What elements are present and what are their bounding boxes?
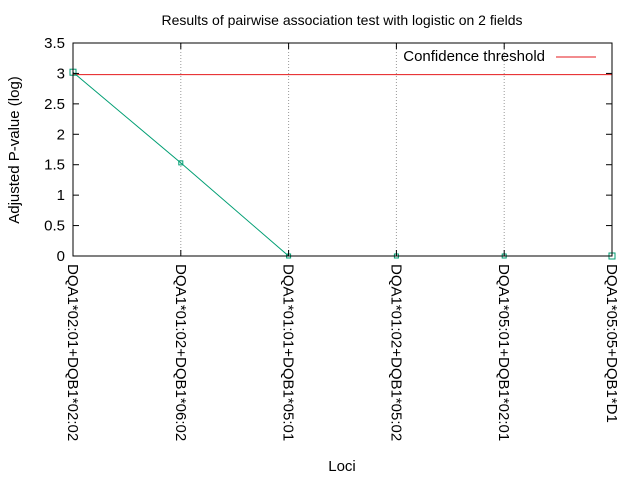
series-layer: [69, 68, 616, 260]
x-tick-label: DQA1*01:01+DQB1*05:01: [280, 264, 297, 441]
y-tick-label: 3: [57, 65, 65, 82]
x-tick-layer: DQA1*02:01+DQB1*02:02 DQA1*01:02+DQB1*06:…: [64, 43, 620, 441]
x-tick-label: DQA1*01:02+DQB1*06:02: [172, 264, 189, 441]
chart-title: Results of pairwise association test wit…: [161, 12, 522, 28]
data-point: [178, 160, 184, 166]
grid-layer: [180, 43, 505, 256]
x-tick-label: DQA1*01:02+DQB1*05:02: [387, 264, 404, 441]
y-tick-label: 0.5: [44, 218, 65, 235]
x-tick-label: DQA1*02:01+DQB1*02:02: [64, 264, 81, 441]
y-tick-label: 0: [57, 248, 65, 265]
y-tick-label: 3.5: [44, 35, 65, 52]
legend: Confidence threshold: [403, 48, 596, 65]
x-tick-label: DQA1*05:05+DQB1*D1: [603, 264, 620, 423]
y-axis-label: Adjusted P-value (log): [6, 76, 23, 224]
y-tick-label: 2.5: [44, 96, 65, 113]
x-axis-label: Loci: [328, 458, 356, 475]
y-tick-label: 2: [57, 126, 65, 143]
y-tick-label: 1: [57, 187, 65, 204]
y-tick-layer: 0 0.5 1 1.5 2 2.5 3 3.5: [44, 35, 612, 265]
y-tick-label: 1.5: [44, 157, 65, 174]
series-line: [72, 71, 612, 257]
legend-threshold-label: Confidence threshold: [403, 48, 545, 65]
plot-frame: [72, 42, 613, 257]
x-tick-label: DQA1*05:01+DQB1*02:01: [495, 264, 512, 441]
